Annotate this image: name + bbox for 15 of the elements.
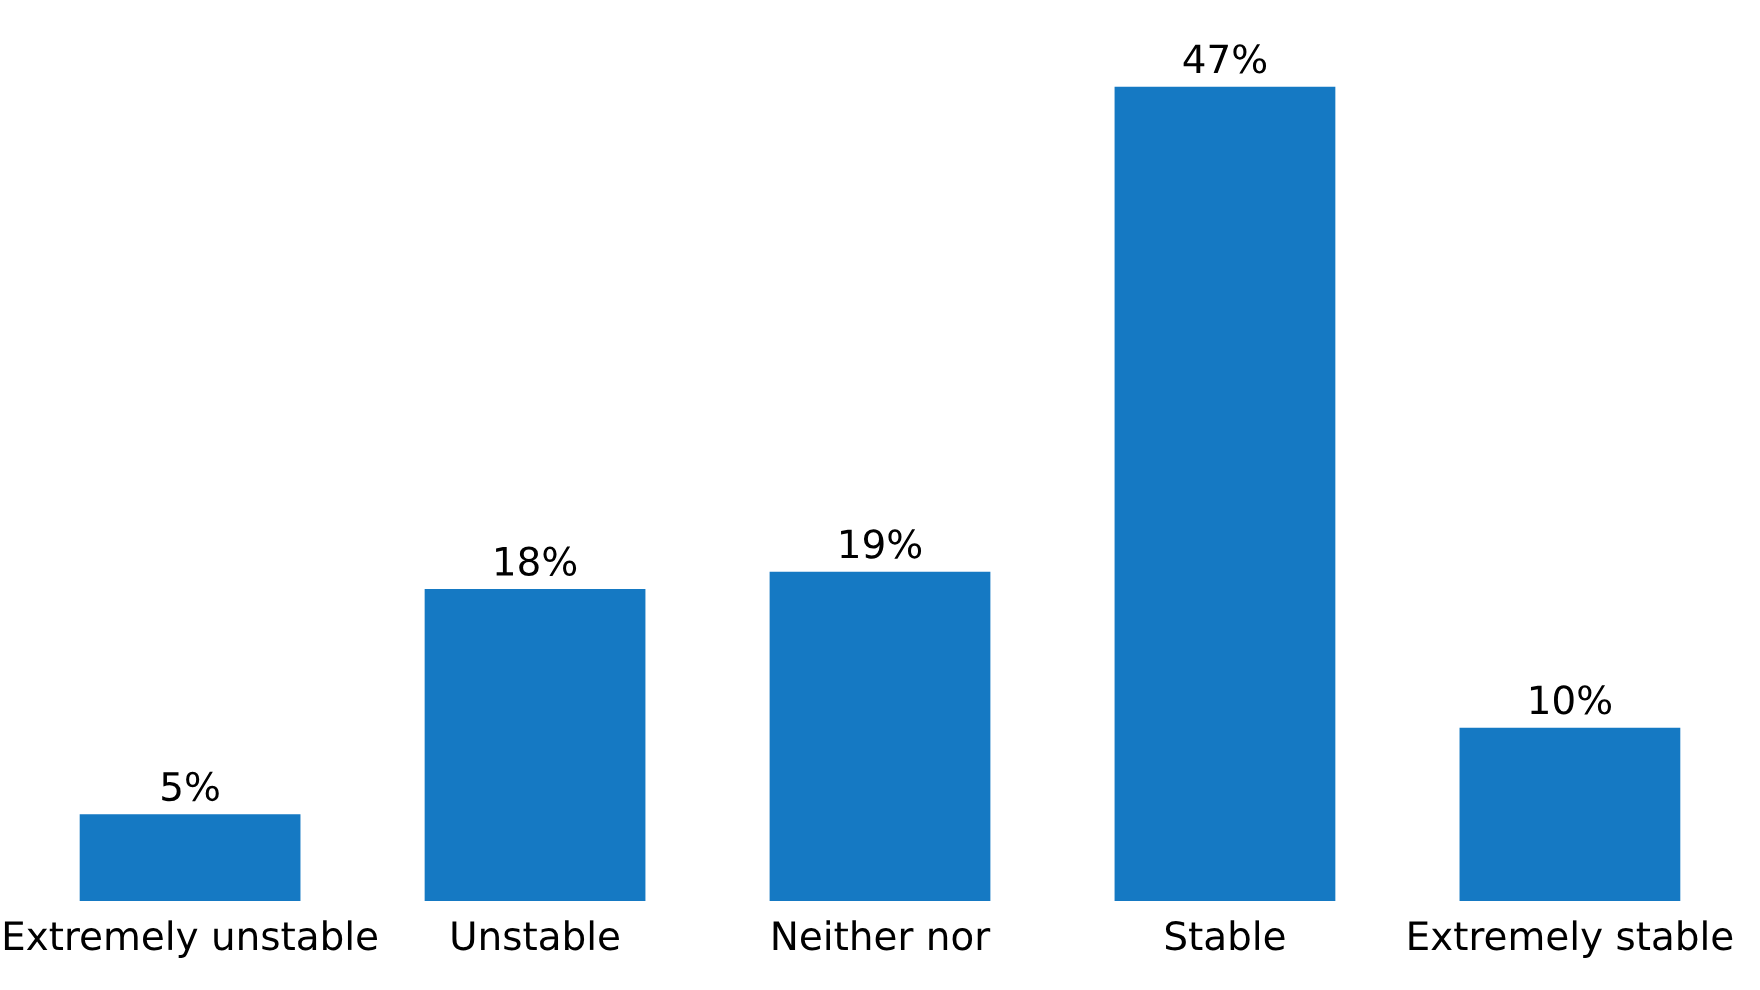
bar <box>424 589 646 901</box>
data-label: 5% <box>162 771 219 802</box>
x-tick-label: Neither nor <box>773 920 991 951</box>
x-tick-label: Extremely unstable <box>4 920 377 958</box>
data-label: 19% <box>841 529 922 559</box>
data-label: 18% <box>496 546 577 576</box>
bar <box>769 571 991 901</box>
bar <box>79 814 301 901</box>
x-tick-label: Stable <box>1165 920 1285 951</box>
bar <box>1459 727 1681 901</box>
x-tick-label: Unstable <box>452 920 619 951</box>
x-tick-label: Extremely stable <box>1409 920 1733 958</box>
data-label: 10% <box>1530 685 1611 715</box>
data-label: 47% <box>1183 44 1267 74</box>
bar <box>1114 86 1336 901</box>
